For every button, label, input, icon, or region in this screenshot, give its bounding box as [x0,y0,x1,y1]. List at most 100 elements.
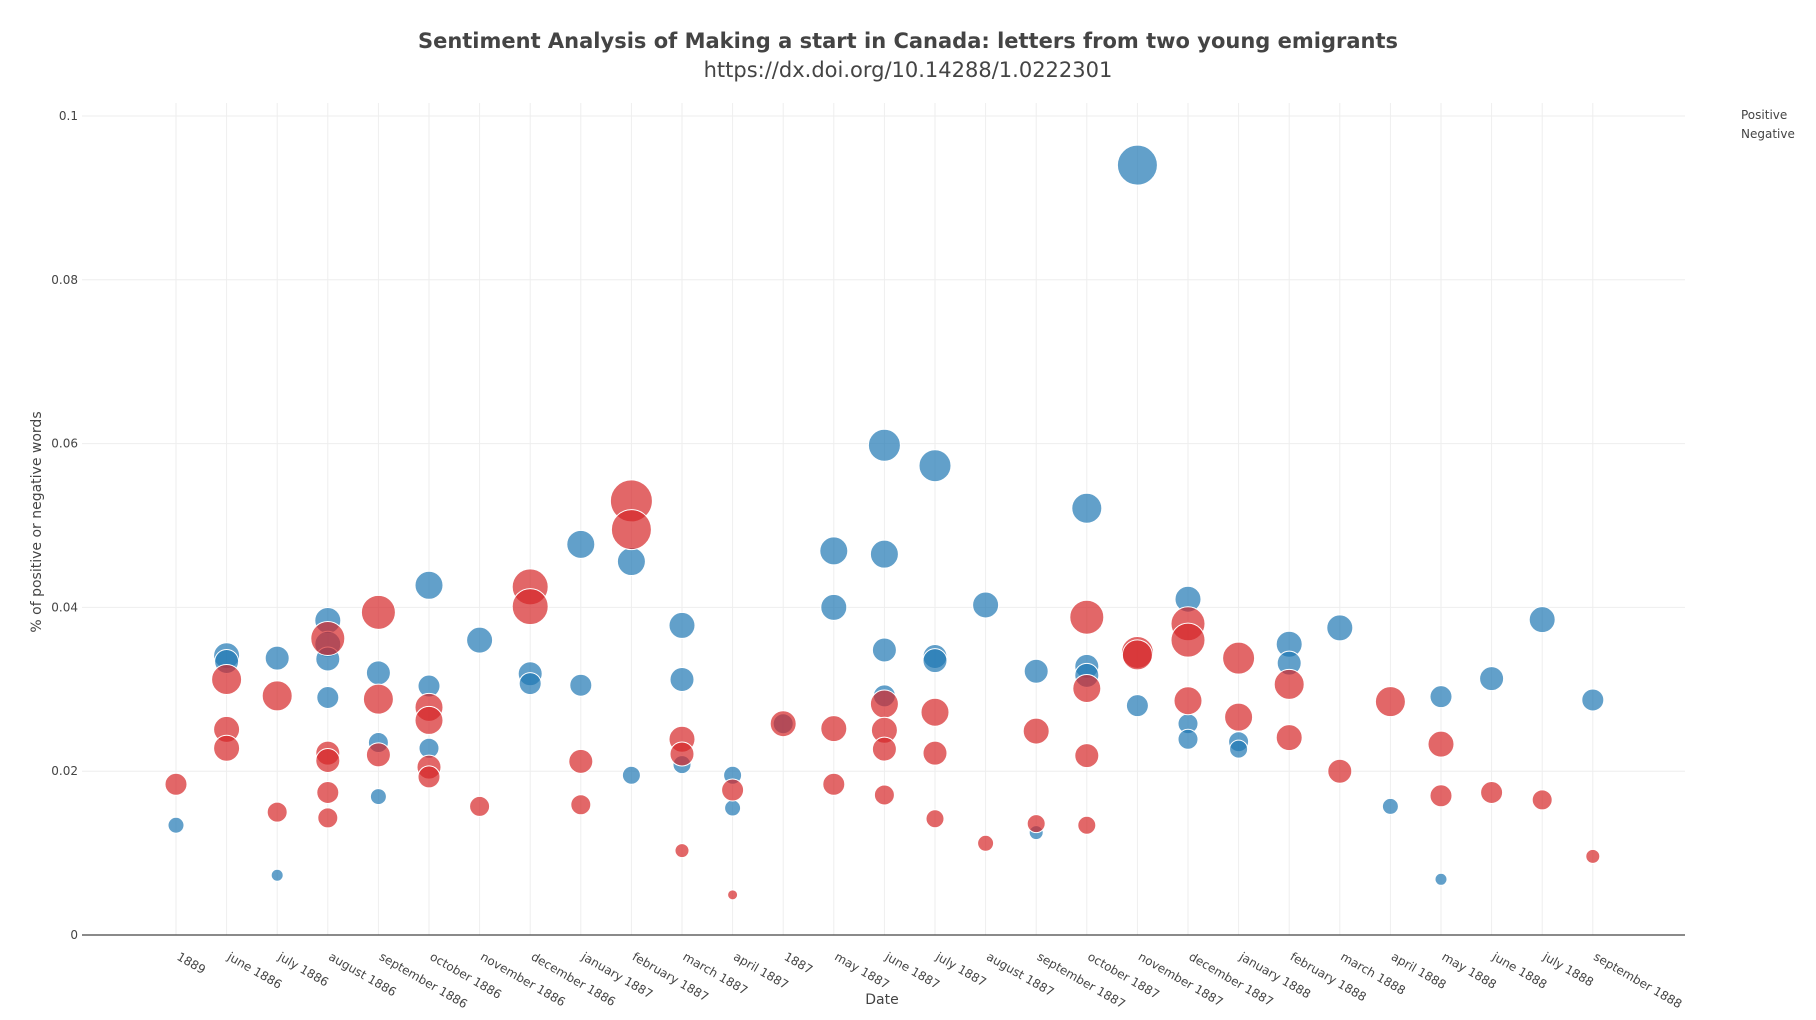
negative-marker [310,621,346,657]
positive-marker [1229,739,1249,759]
y-tick-label: 0.02 [51,764,78,778]
positive-marker [365,660,391,686]
positive-marker [1116,144,1158,186]
x-tick-label: may 1887 [832,949,891,991]
x-tick-label: september 1886 [377,949,470,1011]
positive-marker [566,529,596,559]
negative-marker [417,765,441,789]
grid [82,103,1685,935]
positive-marker [819,536,849,566]
negative-marker [820,715,848,743]
positive-marker [569,673,593,697]
legend-label-negative: Negative [1741,127,1795,141]
y-axis-title: % of positive or negative words [29,411,45,632]
x-tick-label: december 1887 [1187,949,1276,1009]
negative-marker [316,780,340,804]
positive-marker [316,685,340,709]
positive-marker [869,539,899,569]
x-tick-label: november 1886 [478,949,568,1009]
negative-marker [922,740,948,766]
markers [164,144,1605,901]
negative-marker [365,742,391,768]
y-tick-label: 0.06 [51,437,78,451]
positive-marker [1429,685,1453,709]
negative-marker [261,680,293,712]
positive-marker [918,449,952,483]
positive-marker [1177,728,1199,750]
positive-marker [621,765,641,785]
positive-marker [518,672,542,696]
negative-marker [164,772,188,796]
x-tick-label: june 1888 [1489,949,1549,992]
y-tick-label: 0.04 [51,600,78,614]
positive-marker [724,799,742,817]
positive-marker [264,645,290,671]
negative-marker [721,778,745,802]
negative-marker [869,689,899,719]
negative-marker [769,710,797,738]
chart-title: Sentiment Analysis of Making a start in … [418,29,1398,53]
positive-marker [871,637,897,663]
x-tick-label: may 1888 [1440,949,1499,991]
negative-marker [674,843,690,859]
negative-marker [822,772,846,796]
positive-marker [616,547,646,577]
negative-marker [1173,686,1203,716]
positive-marker [270,868,284,882]
negative-marker [360,594,396,630]
positive-marker [167,816,185,834]
x-tick-label: september 1888 [1591,949,1684,1011]
positive-marker [1479,666,1505,692]
positive-marker [1071,492,1103,524]
positive-marker [922,648,948,674]
negative-marker [315,748,341,774]
x-tick-label: july 1886 [275,949,331,989]
negative-marker [1072,673,1102,703]
negative-marker [1074,743,1100,769]
positive-marker [1581,688,1605,712]
negative-marker [511,588,549,626]
x-tick-label: 1889 [175,949,208,976]
negative-marker [873,784,895,806]
legend[interactable]: Positive Negative [1741,108,1795,141]
positive-marker [1125,694,1149,718]
positive-marker [972,591,1000,619]
positive-marker [1381,797,1399,815]
negative-marker [469,795,491,817]
positive-marker [668,611,696,639]
negative-marker [1273,668,1305,700]
negative-marker [871,736,897,762]
negative-marker [610,509,652,551]
positive-marker [1528,606,1556,634]
x-tick-label: november 1887 [1136,949,1226,1009]
legend-item-positive[interactable]: Positive [1741,108,1787,122]
x-tick-label: july 1888 [1540,949,1596,989]
positive-marker [669,666,695,692]
positive-marker [1434,872,1448,886]
negative-marker [1275,724,1303,752]
negative-marker [1327,758,1353,784]
x-tick-label: june 1886 [224,949,284,992]
negative-marker [1480,780,1504,804]
chart-subtitle: https://dx.doi.org/10.14288/1.0222301 [704,58,1113,82]
x-tick-label: 1887 [782,949,815,976]
negative-marker [1374,686,1406,718]
legend-item-negative[interactable]: Negative [1741,127,1795,141]
negative-marker [568,748,594,774]
negative-marker [266,801,288,823]
positive-marker [867,428,901,462]
positive-marker [369,788,387,806]
negative-marker [570,794,592,816]
positive-marker [1326,614,1354,642]
positive-marker [820,593,848,621]
negative-marker [1069,599,1105,635]
y-tick-label: 0 [70,928,78,942]
negative-marker [213,734,241,762]
positive-marker [1023,658,1049,684]
negative-marker [1531,789,1553,811]
negative-marker [1170,622,1206,658]
y-tick-label: 0.1 [59,109,78,123]
x-tick-label: june 1887 [882,949,942,992]
negative-marker [211,663,243,695]
